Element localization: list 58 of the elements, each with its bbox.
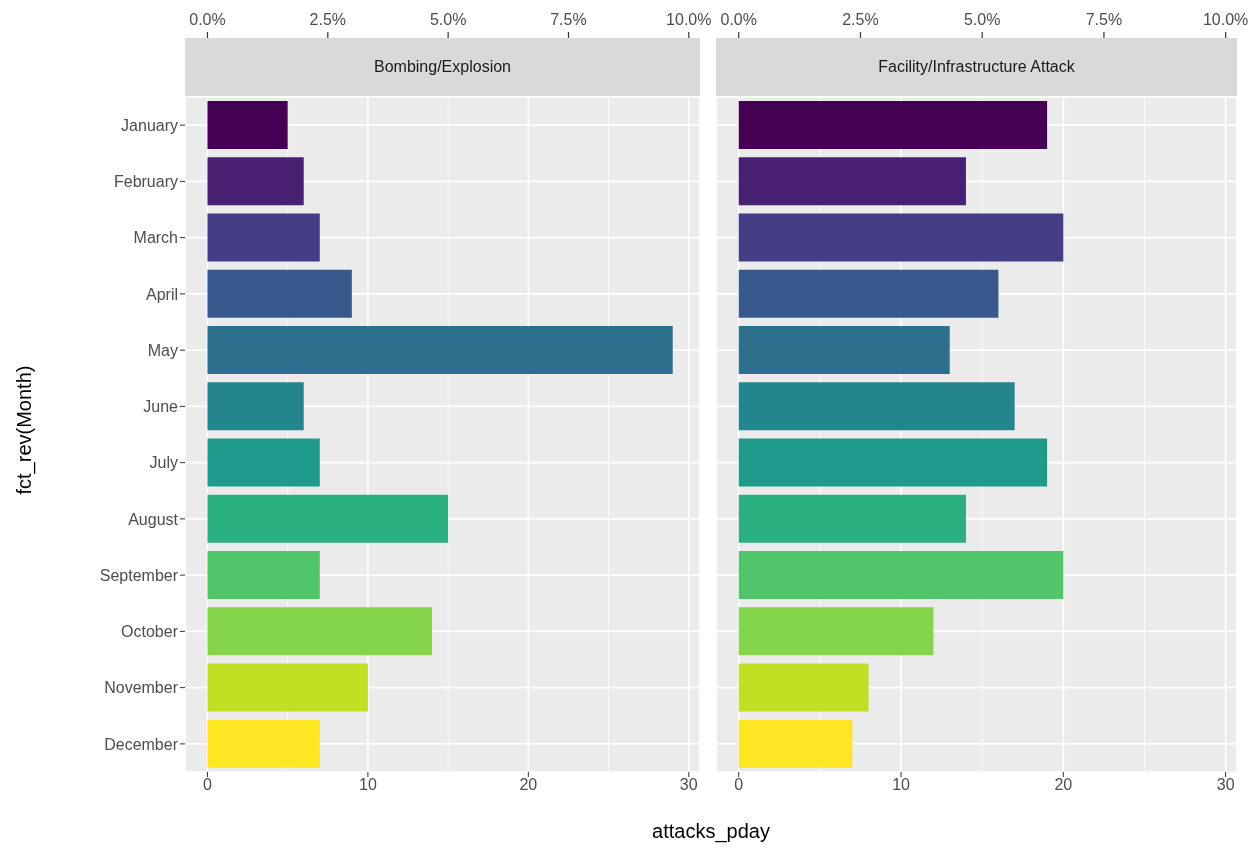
bar	[207, 494, 449, 543]
x2-tick-label: 2.5%	[842, 11, 879, 28]
bar	[738, 494, 966, 543]
y-tick-label: October	[121, 623, 179, 641]
bar	[207, 550, 320, 599]
bar	[738, 607, 934, 656]
bar	[738, 325, 950, 374]
chart-title: Facility/Infrastructure Attack	[716, 38, 1237, 96]
y-tick-label: September	[99, 566, 179, 584]
bar	[207, 607, 433, 656]
x-tick-label: 10	[359, 776, 377, 794]
y-tick-label: May	[147, 341, 178, 359]
bar	[207, 100, 288, 149]
bar	[738, 663, 869, 712]
bar	[207, 325, 673, 374]
chart-title: Bombing/Explosion	[185, 38, 700, 96]
bar	[738, 157, 966, 206]
x2-tick-label: 7.5%	[550, 11, 587, 28]
y-tick-label: January	[121, 116, 178, 134]
bar	[207, 663, 368, 712]
y-tick-label: February	[113, 173, 178, 191]
x-tick-label: 20	[519, 776, 538, 794]
y-tick-label: August	[128, 510, 179, 528]
bar	[738, 100, 1048, 149]
bar	[207, 269, 352, 318]
x-tick-label: 0	[203, 776, 213, 794]
x2-tick-label: 0.0%	[189, 11, 226, 28]
bar	[738, 382, 1015, 431]
x2-tick-label: 5.0%	[429, 11, 467, 28]
y-tick-label: March	[133, 229, 178, 247]
x-tick-label: 30	[679, 776, 698, 794]
bar	[207, 438, 320, 487]
x-tick-label: 10	[892, 776, 911, 794]
bar	[207, 157, 304, 206]
x2-tick-label: 10.0%	[1202, 11, 1249, 28]
x-axis-title: attacks_pday	[651, 820, 771, 843]
x2-tick-label: 10.0%	[666, 11, 712, 28]
bar	[738, 719, 853, 768]
bar	[738, 438, 1048, 487]
x2-tick-label: 0.0%	[720, 11, 757, 28]
bar	[738, 213, 1064, 262]
bar	[207, 213, 320, 262]
x-tick-label: 20	[1054, 776, 1073, 794]
x-tick-label: 0	[734, 776, 744, 794]
y-tick-label: December	[104, 735, 179, 753]
y-tick-label: July	[149, 454, 178, 472]
y-tick-label: April	[145, 285, 178, 303]
bar	[738, 550, 1064, 599]
y-axis-title: fct_rev(Month)	[13, 365, 37, 495]
x-tick-label: 30	[1216, 776, 1235, 794]
y-tick-label: November	[104, 679, 179, 697]
x2-tick-label: 2.5%	[309, 11, 347, 28]
y-tick-label: June	[143, 398, 179, 416]
bar	[738, 269, 999, 318]
x2-tick-label: 7.5%	[1085, 11, 1123, 28]
x2-tick-label: 5.0%	[963, 11, 1001, 28]
bar	[207, 382, 304, 431]
bar	[207, 719, 320, 768]
